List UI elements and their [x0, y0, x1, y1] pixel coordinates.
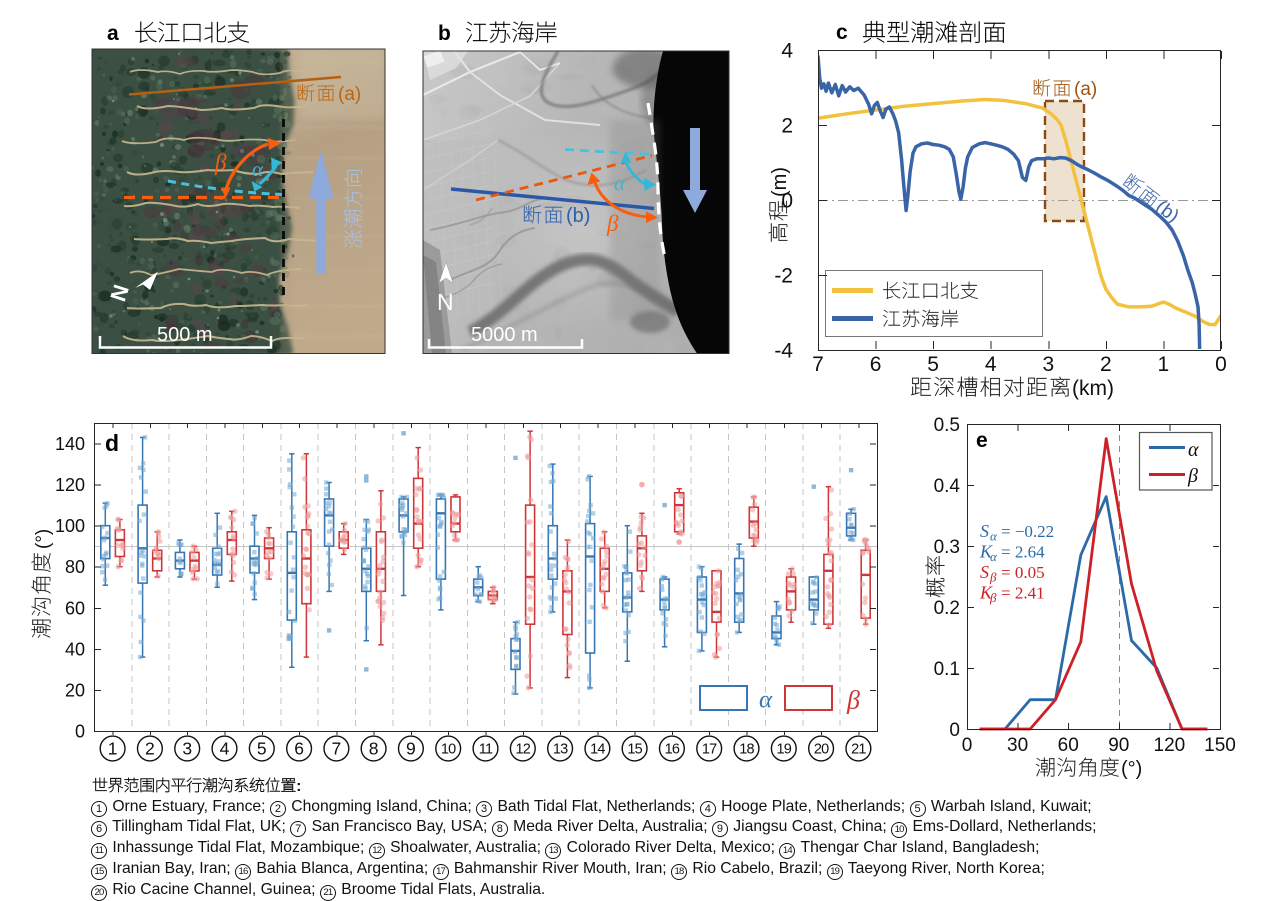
svg-text:40: 40: [65, 639, 85, 659]
svg-text:19: 19: [777, 742, 792, 758]
svg-text:11: 11: [479, 742, 493, 758]
svg-text:30: 30: [1007, 735, 1028, 756]
svg-text:21: 21: [851, 742, 866, 758]
svg-text:-4: -4: [774, 340, 793, 363]
svg-text:(km): (km): [1072, 377, 1114, 400]
svg-text:0.5: 0.5: [934, 415, 960, 436]
svg-text:6: 6: [870, 353, 882, 376]
svg-text:c: c: [836, 21, 848, 44]
svg-text:6: 6: [294, 739, 304, 759]
svg-text:120: 120: [55, 475, 85, 495]
svg-text:β: β: [606, 211, 619, 236]
svg-text:(m): (m): [769, 167, 791, 197]
svg-text:0: 0: [781, 190, 793, 213]
svg-text:β: β: [989, 590, 997, 605]
svg-text:β: β: [846, 686, 860, 715]
svg-text:0: 0: [75, 722, 85, 742]
svg-text:60: 60: [65, 598, 85, 618]
svg-text:17: 17: [702, 742, 717, 758]
svg-text:8: 8: [369, 739, 379, 759]
svg-text:4: 4: [985, 353, 997, 376]
svg-text:4: 4: [220, 739, 230, 759]
svg-text:120: 120: [1154, 735, 1186, 756]
svg-text:3: 3: [1042, 353, 1054, 376]
svg-text:b: b: [438, 22, 451, 45]
svg-text:16: 16: [665, 742, 680, 758]
svg-text:12: 12: [516, 742, 531, 758]
svg-text:(°): (°): [33, 529, 54, 549]
svg-text:150: 150: [1204, 735, 1236, 756]
svg-text:0: 0: [949, 720, 960, 741]
svg-text:= −0.22: = −0.22: [1001, 522, 1054, 541]
svg-text:60: 60: [1058, 735, 1079, 756]
svg-text:80: 80: [65, 557, 85, 577]
svg-text:0: 0: [962, 735, 973, 756]
svg-text:0: 0: [1215, 353, 1227, 376]
svg-text:2: 2: [1100, 353, 1112, 376]
svg-text:α: α: [990, 529, 998, 544]
svg-text:100: 100: [55, 516, 85, 536]
svg-text:20: 20: [65, 680, 85, 700]
svg-text:20: 20: [814, 742, 829, 758]
svg-text:(a): (a): [1074, 79, 1097, 100]
svg-text:3: 3: [182, 739, 192, 759]
svg-text:= 2.64: = 2.64: [1001, 543, 1045, 562]
svg-text:14: 14: [590, 742, 605, 758]
svg-text:K: K: [979, 542, 993, 562]
svg-text:2: 2: [781, 115, 793, 138]
svg-text:1: 1: [108, 739, 118, 759]
svg-text:2: 2: [145, 739, 155, 759]
svg-text:15: 15: [627, 742, 642, 758]
svg-text:α: α: [252, 157, 264, 181]
svg-text:4: 4: [781, 40, 793, 63]
svg-text:9: 9: [406, 739, 416, 759]
svg-text:10: 10: [441, 742, 456, 758]
svg-text:5: 5: [927, 353, 939, 376]
svg-text:(b): (b): [566, 205, 590, 227]
svg-text:90: 90: [1108, 735, 1129, 756]
svg-text:18: 18: [739, 742, 754, 758]
svg-text:= 0.05: = 0.05: [1001, 563, 1045, 582]
svg-text:1: 1: [1158, 353, 1170, 376]
svg-text:N: N: [437, 289, 454, 315]
svg-text:0.3: 0.3: [934, 537, 960, 558]
svg-text:e: e: [976, 429, 988, 452]
svg-text:13: 13: [553, 742, 568, 758]
svg-text:α: α: [614, 171, 626, 195]
svg-text:7: 7: [332, 739, 342, 759]
svg-text:β: β: [989, 570, 997, 585]
svg-text:(°): (°): [1121, 758, 1142, 780]
svg-text:α: α: [990, 549, 998, 564]
svg-text:7: 7: [812, 353, 824, 376]
svg-text:S: S: [980, 562, 989, 582]
svg-text:-2: -2: [774, 265, 793, 288]
svg-text:N: N: [105, 282, 134, 305]
svg-text:β: β: [214, 150, 227, 175]
svg-text:α: α: [759, 687, 773, 714]
svg-text:K: K: [979, 583, 993, 603]
svg-text:a: a: [107, 22, 119, 45]
svg-text:5: 5: [257, 739, 267, 759]
svg-text:5000 m: 5000 m: [471, 324, 538, 346]
svg-text:0.4: 0.4: [934, 476, 961, 497]
svg-text:0.1: 0.1: [934, 659, 960, 680]
svg-text:= 2.41: = 2.41: [1001, 584, 1045, 603]
svg-text::: :: [296, 778, 301, 795]
svg-text:0.2: 0.2: [934, 598, 960, 619]
svg-text:α: α: [1188, 439, 1199, 461]
svg-text:β: β: [1187, 465, 1198, 487]
svg-text:d: d: [105, 430, 119, 456]
svg-text:140: 140: [55, 434, 85, 454]
svg-text:500 m: 500 m: [157, 324, 213, 346]
svg-text:S: S: [980, 521, 989, 541]
svg-text:(a): (a): [338, 84, 361, 105]
